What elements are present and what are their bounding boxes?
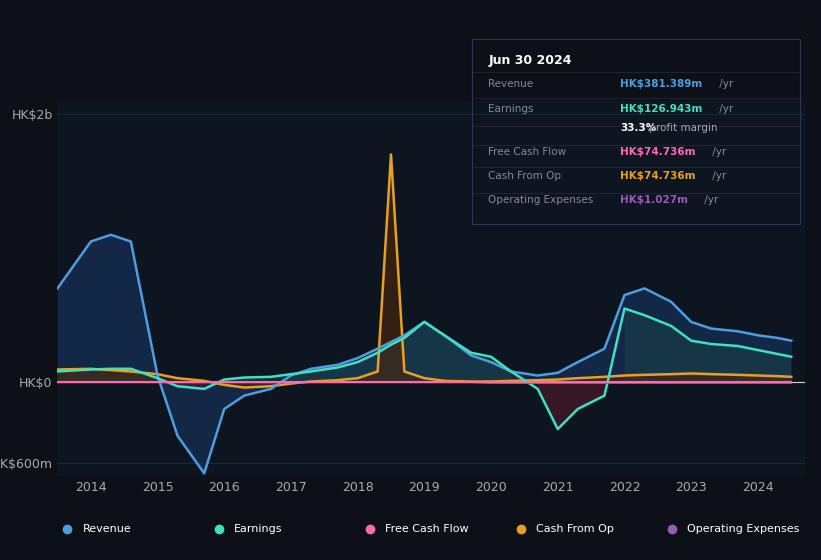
Text: profit margin: profit margin — [646, 123, 718, 133]
Text: Free Cash Flow: Free Cash Flow — [488, 147, 566, 157]
Text: Earnings: Earnings — [234, 524, 282, 534]
Text: Operating Expenses: Operating Expenses — [687, 524, 799, 534]
Text: Earnings: Earnings — [488, 104, 534, 114]
Text: Jun 30 2024: Jun 30 2024 — [488, 54, 572, 67]
Text: 33.3%: 33.3% — [620, 123, 656, 133]
Text: Revenue: Revenue — [83, 524, 131, 534]
Text: /yr: /yr — [709, 147, 726, 157]
Text: /yr: /yr — [701, 195, 718, 205]
Text: HK$381.389m: HK$381.389m — [620, 78, 702, 88]
Text: HK$74.736m: HK$74.736m — [620, 147, 695, 157]
Text: Cash From Op: Cash From Op — [488, 171, 562, 181]
Text: Operating Expenses: Operating Expenses — [488, 195, 594, 205]
Text: Cash From Op: Cash From Op — [536, 524, 613, 534]
Text: HK$1.027m: HK$1.027m — [620, 195, 688, 205]
Text: Free Cash Flow: Free Cash Flow — [385, 524, 468, 534]
Text: /yr: /yr — [709, 171, 726, 181]
Text: HK$74.736m: HK$74.736m — [620, 171, 695, 181]
Text: Revenue: Revenue — [488, 78, 534, 88]
Text: /yr: /yr — [716, 104, 733, 114]
Text: HK$126.943m: HK$126.943m — [620, 104, 702, 114]
Text: /yr: /yr — [716, 78, 733, 88]
